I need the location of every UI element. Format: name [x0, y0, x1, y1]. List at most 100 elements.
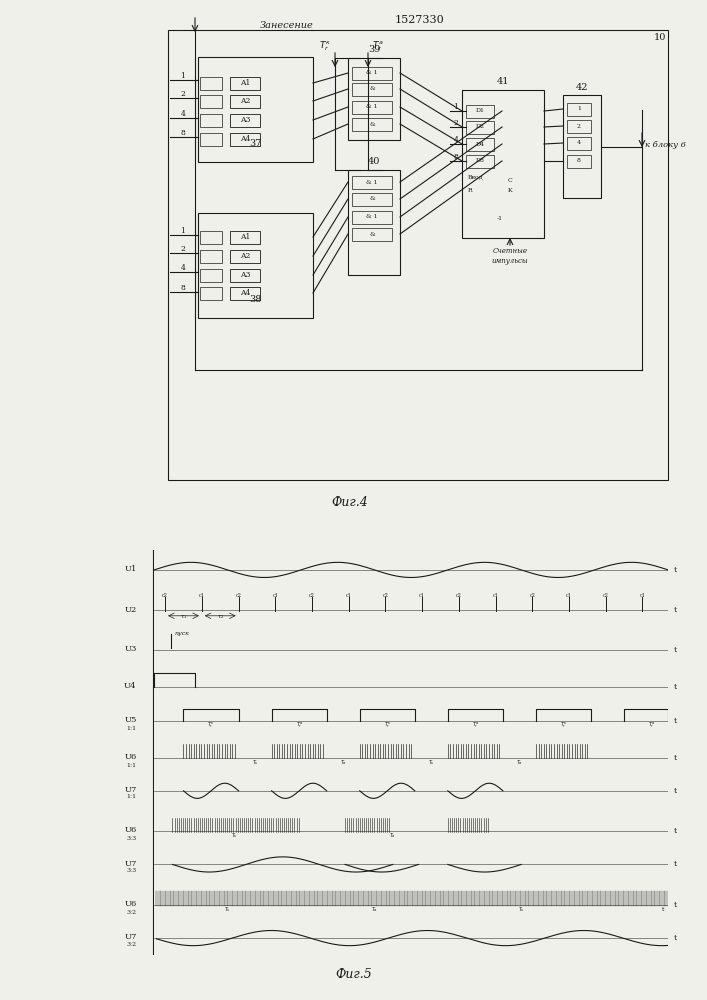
Bar	[466, 155, 494, 168]
Text: t: t	[674, 827, 677, 835]
Text: $T_{\kappa}$: $T_{\kappa}$	[224, 905, 231, 914]
Bar	[352, 118, 392, 131]
Text: t: t	[674, 754, 677, 762]
Text: t: t	[674, 606, 677, 614]
Bar	[352, 193, 392, 206]
Text: 8: 8	[180, 129, 185, 137]
Text: $T_{a}$: $T_{a}$	[516, 758, 523, 767]
Text: 2: 2	[454, 119, 458, 127]
Text: U2: U2	[124, 606, 136, 614]
Text: 40: 40	[368, 157, 380, 166]
Bar	[200, 133, 222, 146]
Bar	[352, 83, 392, 96]
Text: 2: 2	[577, 123, 581, 128]
Text: 1:1: 1:1	[127, 726, 136, 731]
Text: c1: c1	[566, 593, 572, 598]
Bar	[466, 138, 494, 151]
Text: Ввод: Ввод	[468, 174, 484, 180]
Bar	[230, 133, 260, 146]
Bar	[563, 95, 601, 198]
Text: t: t	[674, 683, 677, 691]
Text: t: t	[674, 860, 677, 868]
Text: A2: A2	[240, 252, 250, 260]
Bar	[348, 58, 400, 140]
Bar	[230, 231, 260, 244]
Text: 3:3: 3:3	[127, 836, 136, 841]
Text: $T_r^{a}$: $T_r^{a}$	[296, 721, 303, 730]
Text: U7: U7	[124, 786, 136, 794]
Text: 2: 2	[180, 245, 185, 253]
Text: c2: c2	[162, 593, 168, 598]
Text: c2: c2	[235, 593, 242, 598]
Text: t: t	[674, 787, 677, 795]
Text: c2: c2	[530, 593, 535, 598]
Text: 4: 4	[454, 136, 458, 144]
Bar	[200, 77, 222, 90]
Text: A1: A1	[240, 79, 250, 87]
Text: $T_{\kappa}$: $T_{\kappa}$	[252, 758, 259, 767]
Text: U7: U7	[124, 860, 136, 868]
Text: c2: c2	[309, 593, 315, 598]
Bar	[567, 103, 591, 116]
Text: t: t	[674, 566, 677, 574]
Bar	[230, 269, 260, 282]
Text: U3: U3	[124, 645, 136, 653]
Text: 3:2: 3:2	[127, 910, 136, 915]
Text: 3:2: 3:2	[127, 942, 136, 947]
Text: Счетные
импульсы: Счетные импульсы	[491, 247, 528, 265]
Text: D1: D1	[476, 108, 484, 113]
Text: & 1: & 1	[366, 180, 378, 184]
Bar	[200, 250, 222, 263]
Bar	[567, 155, 591, 168]
Bar	[352, 176, 392, 189]
Text: &: &	[369, 196, 375, 202]
Text: t: t	[674, 934, 677, 942]
Bar	[200, 114, 222, 127]
Text: $T_{a}$: $T_{a}$	[340, 758, 346, 767]
Text: 37: 37	[250, 139, 262, 148]
Text: к блоку 6: к блоку 6	[645, 141, 686, 149]
Bar	[466, 105, 494, 118]
Bar	[230, 287, 260, 300]
Bar	[462, 90, 544, 238]
Text: -1: -1	[497, 216, 503, 221]
Text: U1: U1	[124, 565, 136, 573]
Text: 10: 10	[654, 33, 666, 42]
Text: t: t	[674, 646, 677, 654]
Bar	[352, 211, 392, 224]
Bar	[200, 269, 222, 282]
Text: $T_r^{\kappa}$: $T_r^{\kappa}$	[319, 39, 331, 53]
Text: 1: 1	[180, 227, 185, 235]
Bar	[200, 231, 222, 244]
Bar	[168, 30, 668, 480]
Bar	[348, 170, 400, 275]
Bar	[200, 95, 222, 108]
Text: &: &	[369, 121, 375, 126]
Text: $T_r^{\kappa}$: $T_r^{\kappa}$	[384, 721, 391, 730]
Text: $T_r^{\kappa}$: $T_r^{\kappa}$	[560, 721, 567, 730]
Text: 8: 8	[454, 153, 458, 161]
Text: A3: A3	[240, 116, 250, 124]
Text: 1: 1	[180, 72, 185, 80]
Text: 1:1: 1:1	[127, 763, 136, 768]
Text: &: &	[369, 87, 375, 92]
Text: c1: c1	[272, 593, 279, 598]
Text: D4: D4	[475, 141, 484, 146]
Text: 8: 8	[577, 158, 581, 163]
Text: A4: A4	[240, 289, 250, 297]
Bar	[200, 287, 222, 300]
Text: c1: c1	[199, 593, 205, 598]
Text: & 1: & 1	[366, 104, 378, 109]
Text: U6: U6	[124, 900, 136, 908]
Text: c2: c2	[603, 593, 609, 598]
Bar	[466, 121, 494, 134]
Text: $T_r^{a}$: $T_r^{a}$	[372, 39, 384, 53]
Text: t: t	[662, 907, 665, 912]
Text: 8: 8	[180, 284, 185, 292]
Text: & 1: & 1	[366, 215, 378, 220]
Text: D2: D2	[476, 124, 484, 129]
Text: 3:3: 3:3	[127, 868, 136, 873]
Bar	[198, 213, 313, 318]
Text: U7: U7	[124, 933, 136, 941]
Text: $T_{\kappa}$: $T_{\kappa}$	[231, 831, 238, 840]
